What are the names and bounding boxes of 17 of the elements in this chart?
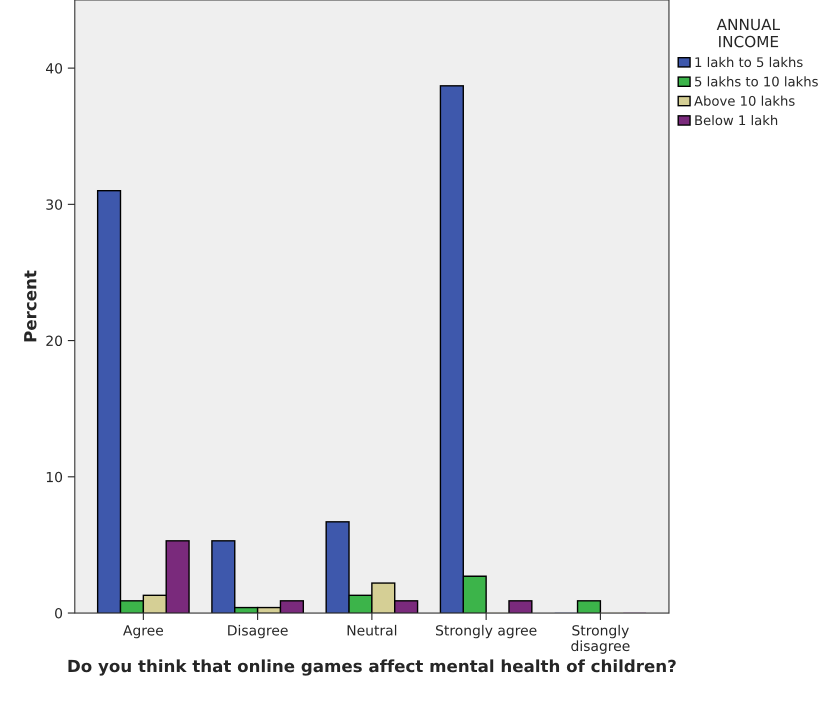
x-tick-label: Disagree (228, 624, 288, 638)
y-tick-label: 0 (55, 608, 62, 619)
legend-label: Above 10 lakhs (694, 96, 795, 106)
y-tick-label: 30 (46, 199, 62, 210)
y-tick-label: 40 (46, 63, 62, 74)
legend-label: 5 lakhs to 10 lakhs (695, 76, 818, 87)
x-tick-label: Agree (123, 625, 164, 638)
x-tick-label: Neutral (348, 624, 396, 636)
legend-label: Below 1 lakh (695, 115, 778, 126)
x-tick-label: Strongly disagree (571, 624, 630, 654)
y-tick-label: 10 (46, 472, 62, 482)
y-axis-title: Percent (24, 270, 37, 342)
x-axis-title: Do you think that online games affect mental health of children? (68, 659, 676, 676)
legend-label: 1 lakh to 5 lakhs (695, 56, 803, 68)
y-tick-label: 20 (46, 336, 62, 346)
legend-title: ANNUAL INCOME (716, 18, 780, 48)
x-tick-label: Strongly agree (436, 624, 536, 638)
